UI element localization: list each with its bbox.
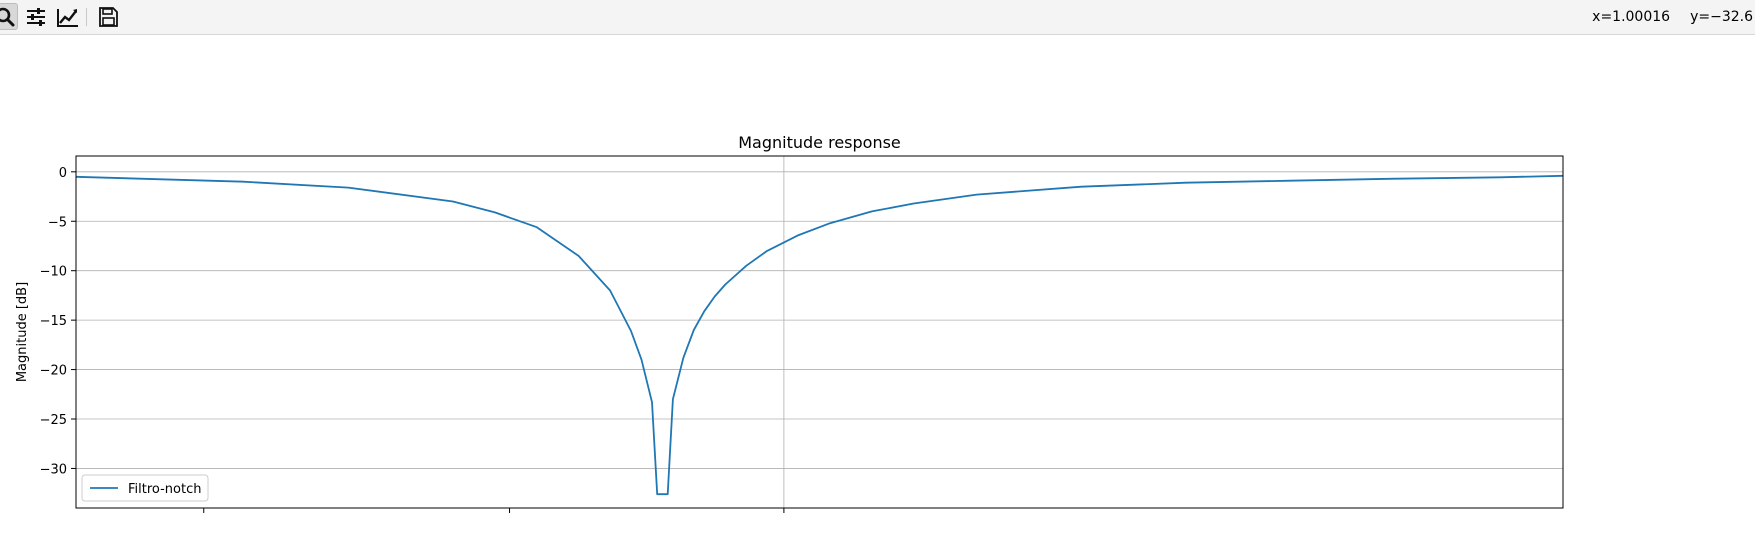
y-tick-label: −10: [40, 265, 67, 280]
line-chart-icon: [57, 8, 78, 27]
sliders-icon: [27, 7, 45, 26]
y-tick-label: −25: [40, 413, 67, 428]
save-button[interactable]: [95, 3, 121, 30]
y-tick-label: −15: [40, 314, 67, 329]
magnifier-icon: [0, 7, 15, 26]
y-tick-label: 0: [59, 166, 67, 181]
toolbar-separator: [86, 8, 87, 26]
axis-ticks: 0 −5 −10 −15 −20 −25 −30: [40, 166, 785, 513]
y-axis-label: Magnitude [dB]: [15, 282, 30, 382]
legend-label: Filtro-notch: [128, 482, 201, 497]
y-tick-label: −30: [40, 462, 67, 477]
zoom-button[interactable]: [0, 3, 18, 30]
cursor-y-readout: y=−32.6: [1690, 9, 1753, 25]
legend: Filtro-notch: [81, 474, 209, 502]
subplot-config-button[interactable]: [23, 3, 49, 30]
magnitude-response-chart: 0 −5 −10 −15 −20 −25 −30 Magnitude response Ma…: [15, 133, 1564, 513]
series-line-filtro-notch: [75, 174, 1564, 496]
axes-frame: [75, 155, 1564, 509]
cursor-x-readout: x=1.00016: [1592, 9, 1671, 25]
chart-title: Magnitude response: [738, 133, 901, 152]
edit-axis-button[interactable]: [55, 3, 81, 30]
cursor-coordinates: x=1.00016 y=−32.6: [1592, 9, 1753, 25]
toolbar: x=1.00016 y=−32.6: [0, 0, 1755, 35]
series-lines: [75, 174, 1564, 496]
grid: [76, 156, 1563, 508]
legend-box: [81, 474, 209, 502]
y-tick-label: −5: [48, 215, 67, 230]
floppy-disk-icon: [99, 6, 118, 27]
y-tick-label: −20: [40, 364, 67, 379]
